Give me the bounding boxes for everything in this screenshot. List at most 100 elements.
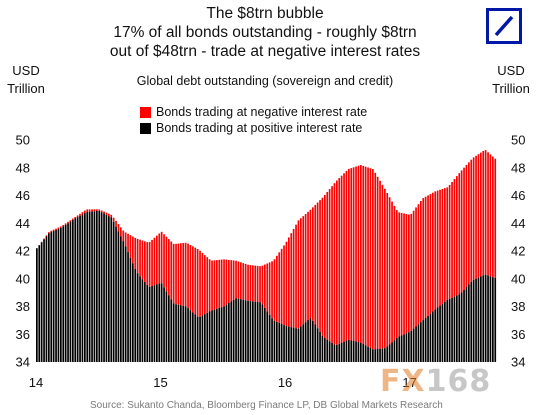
- positive-rate-bar: [470, 281, 473, 362]
- negative-rate-bar: [86, 209, 89, 213]
- positive-rate-bar: [256, 301, 259, 362]
- positive-rate-bar: [177, 304, 180, 362]
- positive-rate-bar: [292, 327, 295, 362]
- positive-rate-bar: [324, 338, 326, 362]
- negative-rate-bar: [326, 192, 329, 340]
- positive-rate-bar: [237, 298, 240, 362]
- negative-rate-bar: [422, 198, 425, 321]
- positive-rate-bar: [84, 213, 86, 362]
- positive-rate-bar: [484, 274, 487, 362]
- positive-rate-bar: [220, 307, 223, 362]
- positive-rate-bar: [170, 299, 173, 362]
- title-line-2: 17% of all bonds outstanding - roughly $…: [113, 24, 417, 41]
- negative-rate-bar: [122, 230, 125, 242]
- positive-rate-bar: [374, 349, 377, 362]
- left-axis-unit: USD Trillion: [6, 62, 46, 98]
- negative-rate-bar: [50, 230, 53, 233]
- negative-rate-bar: [312, 207, 314, 321]
- negative-rate-bar: [72, 218, 74, 220]
- positive-rate-bar: [72, 220, 74, 362]
- negative-rate-bar: [91, 209, 93, 212]
- negative-rate-bar: [194, 247, 197, 315]
- positive-rate-bar: [336, 344, 338, 362]
- positive-rate-bar: [223, 306, 225, 362]
- legend-item-negative: Bonds trading at negative interest rate: [140, 104, 367, 120]
- positive-rate-bar: [201, 315, 204, 362]
- positive-rate-bar: [76, 217, 79, 362]
- negative-rate-bar: [129, 235, 132, 258]
- negative-rate-bar: [280, 248, 283, 325]
- positive-rate-bar: [412, 328, 415, 362]
- negative-rate-bar: [372, 169, 374, 350]
- positive-rate-bar: [112, 221, 115, 362]
- negative-rate-bar: [160, 231, 163, 284]
- positive-rate-bar: [427, 315, 429, 362]
- negative-rate-bar: [52, 229, 55, 232]
- negative-rate-bar: [163, 234, 165, 288]
- negative-rate-bar: [180, 243, 182, 306]
- negative-rate-bar: [391, 201, 393, 343]
- positive-rate-bar: [67, 223, 69, 362]
- negative-rate-bar: [100, 210, 103, 213]
- positive-rate-bar: [156, 284, 158, 362]
- negative-rate-bar: [256, 265, 259, 302]
- positive-rate-bar: [244, 300, 247, 362]
- positive-rate-bar: [165, 291, 168, 362]
- legend-item-positive: Bonds trading at positive interest rate: [140, 120, 367, 136]
- positive-rate-bar: [43, 239, 45, 362]
- negative-rate-bar: [309, 209, 312, 318]
- negative-rate-bar: [384, 188, 386, 349]
- positive-rate-bar: [465, 287, 468, 362]
- positive-rate-bar: [333, 344, 336, 362]
- negative-rate-bar: [295, 224, 297, 329]
- negative-rate-bar: [96, 209, 98, 212]
- negative-rate-bar: [458, 173, 461, 295]
- positive-rate-bar: [228, 303, 230, 362]
- positive-rate-bar: [477, 277, 480, 362]
- positive-rate-bar: [38, 245, 41, 362]
- negative-rate-bar: [494, 158, 497, 278]
- negative-rate-bar: [465, 165, 468, 288]
- positive-rate-bar: [367, 346, 369, 362]
- negative-rate-bar: [376, 176, 379, 350]
- positive-rate-bar: [120, 236, 122, 362]
- right-unit-line-1: USD: [497, 63, 525, 78]
- positive-rate-bar: [372, 349, 374, 362]
- positive-rate-bar: [62, 226, 65, 362]
- positive-rate-bar: [218, 307, 221, 362]
- negative-rate-bar: [276, 255, 278, 322]
- negative-rate-bar: [319, 200, 321, 332]
- positive-rate-bar: [328, 341, 331, 362]
- y-tick-label-right: 48: [511, 160, 525, 175]
- positive-rate-bar: [420, 322, 422, 362]
- positive-rate-bar: [456, 295, 458, 362]
- legend-swatch-negative: [140, 106, 151, 118]
- negative-rate-bar: [489, 154, 492, 277]
- positive-rate-bar: [74, 218, 77, 362]
- positive-rate-bar: [429, 313, 432, 362]
- positive-rate-bar: [259, 302, 261, 362]
- negative-rate-bar: [88, 209, 91, 212]
- positive-rate-bar: [271, 318, 273, 362]
- negative-rate-bar: [410, 213, 413, 331]
- watermark-part-b: 168: [425, 364, 492, 399]
- negative-rate-bar: [360, 165, 362, 343]
- negative-rate-bar: [388, 197, 391, 345]
- y-tick-label-left: 48: [16, 160, 30, 175]
- positive-rate-bar: [136, 273, 139, 362]
- positive-rate-bar: [492, 277, 494, 362]
- negative-rate-bar: [436, 190, 439, 308]
- positive-rate-bar: [357, 342, 360, 362]
- negative-rate-bar: [362, 165, 365, 345]
- negative-rate-bar: [64, 223, 67, 225]
- negative-rate-bar: [103, 211, 105, 214]
- positive-rate-bar: [396, 338, 398, 362]
- negative-rate-bar: [223, 259, 225, 307]
- y-tick-label-right: 38: [511, 299, 525, 314]
- y-tick-label-right: 36: [511, 327, 525, 342]
- positive-rate-bar: [343, 341, 345, 362]
- positive-rate-bar: [386, 346, 389, 362]
- negative-rate-bar: [98, 209, 101, 211]
- positive-rate-bar: [391, 342, 393, 362]
- positive-rate-bar: [206, 312, 209, 362]
